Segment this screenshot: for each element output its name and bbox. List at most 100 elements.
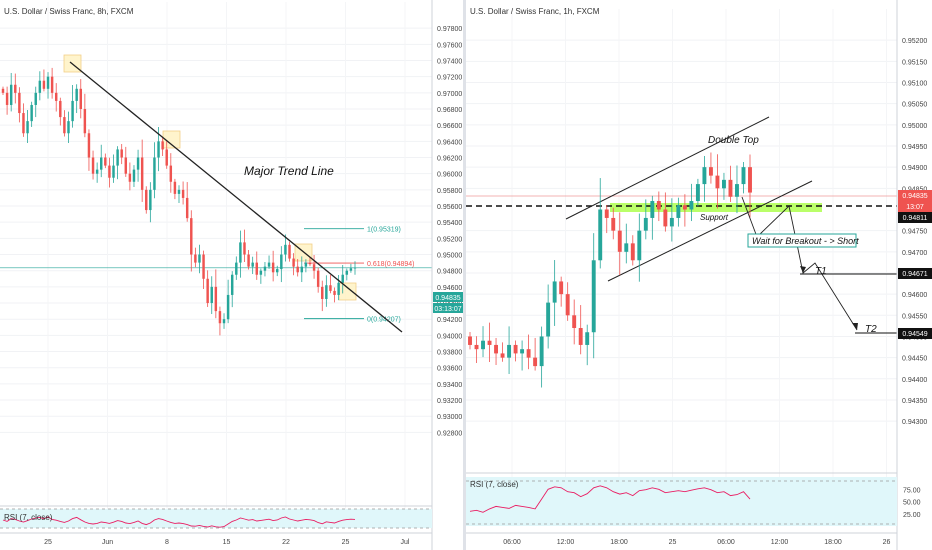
candle-body[interactable] (316, 270, 320, 287)
candle-body[interactable] (728, 179, 733, 197)
candle-body[interactable] (598, 209, 603, 261)
candle-body[interactable] (214, 286, 218, 312)
candle-body[interactable] (63, 117, 66, 134)
major-trend-line[interactable] (69, 61, 403, 333)
candle-body[interactable] (59, 100, 62, 118)
candle-body[interactable] (9, 84, 13, 105)
candle-body[interactable] (128, 173, 132, 182)
candle-body[interactable] (190, 218, 193, 255)
candle-body[interactable] (112, 165, 115, 178)
candle-body[interactable] (572, 315, 577, 329)
candle-body[interactable] (136, 157, 140, 170)
candle-body[interactable] (341, 274, 344, 283)
right-price-axis[interactable]: 0.95200 0.95150 0.95100 0.95050 0.95000 0.949… (902, 38, 927, 426)
candle-body[interactable] (1, 88, 5, 93)
candle-body[interactable] (108, 165, 111, 178)
candle-body[interactable] (157, 141, 160, 158)
candle-body[interactable] (132, 169, 136, 182)
candle-body[interactable] (124, 157, 128, 174)
candle-body[interactable] (741, 167, 746, 185)
candle-body[interactable] (611, 217, 616, 231)
candle-body[interactable] (145, 189, 148, 211)
candle-body[interactable] (243, 242, 246, 255)
candle-body[interactable] (552, 281, 557, 303)
candle-body[interactable] (304, 262, 308, 267)
candle-body[interactable] (42, 80, 46, 89)
candle-body[interactable] (349, 268, 353, 271)
candle-body[interactable] (75, 88, 78, 101)
candle-body[interactable] (120, 149, 123, 158)
right-time-axis[interactable]: 06:00 12:00 18:00 25 06:00 12:00 18:00 26 (503, 539, 890, 546)
candle-body[interactable] (669, 217, 674, 227)
candle-body[interactable] (500, 353, 505, 358)
candle-body[interactable] (637, 230, 642, 261)
right-candles[interactable] (468, 152, 752, 388)
candle-body[interactable] (95, 169, 99, 174)
candle-body[interactable] (173, 181, 177, 194)
candle-body[interactable] (676, 205, 681, 218)
candle-body[interactable] (284, 244, 287, 255)
candle-body[interactable] (177, 189, 181, 194)
candle-body[interactable] (104, 157, 107, 166)
candle-body[interactable] (288, 244, 291, 259)
candle-body[interactable] (87, 133, 91, 158)
candle-body[interactable] (546, 302, 551, 337)
left-price-axis[interactable]: 0.97800 0.97600 0.97400 0.97200 0.97000 0.968… (437, 26, 462, 437)
candle-body[interactable] (222, 319, 226, 324)
candle-body[interactable] (202, 254, 205, 279)
candle-body[interactable] (513, 344, 518, 354)
candle-body[interactable] (185, 197, 189, 219)
candle-body[interactable] (226, 294, 230, 320)
candle-body[interactable] (276, 269, 279, 273)
candle-body[interactable] (50, 76, 54, 93)
candle-body[interactable] (18, 92, 21, 114)
left-price-pane[interactable] (0, 0, 432, 505)
candle-body[interactable] (325, 285, 328, 299)
candle-body[interactable] (474, 344, 479, 350)
candle-body[interactable] (230, 274, 234, 295)
candle-body[interactable] (468, 336, 472, 345)
candle-body[interactable] (198, 254, 201, 263)
candle-body[interactable] (735, 184, 739, 197)
candle-body[interactable] (689, 201, 694, 210)
candle-body[interactable] (71, 100, 74, 122)
candle-body[interactable] (34, 92, 37, 105)
candle-body[interactable] (604, 209, 609, 218)
candle-body[interactable] (5, 92, 9, 105)
candle-body[interactable] (210, 286, 213, 304)
candle-body[interactable] (585, 332, 590, 345)
candle-body[interactable] (218, 311, 222, 324)
candle-body[interactable] (140, 157, 144, 190)
candle-body[interactable] (702, 167, 707, 185)
candle-body[interactable] (54, 92, 58, 101)
candle-body[interactable] (591, 260, 596, 333)
candle-body[interactable] (559, 281, 564, 295)
candle-body[interactable] (578, 328, 583, 345)
touch-highlight-box[interactable] (338, 282, 357, 301)
candle-body[interactable] (206, 278, 209, 304)
candle-body[interactable] (748, 167, 752, 193)
candle-body[interactable] (271, 262, 275, 273)
candle-body[interactable] (329, 285, 332, 291)
candle-body[interactable] (296, 266, 299, 273)
candle-body[interactable] (715, 175, 720, 189)
candle-body[interactable] (116, 149, 119, 166)
right-chart-panel[interactable]: Double Top Support Wait for Breakout - >… (466, 0, 932, 550)
candle-body[interactable] (722, 179, 726, 189)
candle-body[interactable] (30, 104, 33, 122)
candle-body[interactable] (345, 270, 349, 275)
candle-body[interactable] (38, 80, 42, 93)
candle-body[interactable] (161, 141, 164, 150)
candle-body[interactable] (181, 189, 185, 198)
candle-body[interactable] (650, 201, 655, 218)
candle-body[interactable] (533, 357, 538, 367)
candle-body[interactable] (280, 254, 283, 270)
candle-body[interactable] (526, 349, 531, 358)
candle-body[interactable] (255, 262, 258, 275)
candle-body[interactable] (617, 230, 622, 252)
candle-body[interactable] (539, 336, 544, 367)
candle-body[interactable] (312, 264, 316, 271)
candle-body[interactable] (353, 267, 357, 269)
panel-divider[interactable] (463, 0, 466, 550)
candle-body[interactable] (630, 243, 635, 261)
